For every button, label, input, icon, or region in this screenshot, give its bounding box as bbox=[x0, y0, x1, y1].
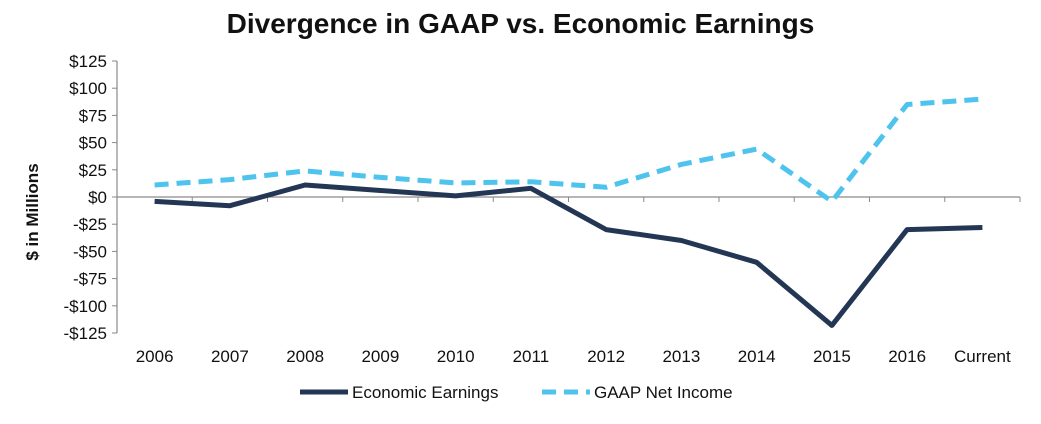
y-tick-label: $25 bbox=[79, 161, 107, 180]
y-tick-label: $75 bbox=[79, 106, 107, 125]
legend-label: Economic Earnings bbox=[352, 383, 498, 402]
y-tick-label: $0 bbox=[88, 188, 107, 207]
y-tick-label: -$75 bbox=[73, 270, 107, 289]
x-tick-label: 2009 bbox=[361, 347, 399, 366]
x-tick-label: 2013 bbox=[662, 347, 700, 366]
series-line-1 bbox=[154, 182, 983, 328]
y-tick-label: $50 bbox=[79, 134, 107, 153]
x-tick-label: 2012 bbox=[587, 347, 625, 366]
y-tick-label: -$125 bbox=[64, 324, 107, 343]
x-tick-label: 2011 bbox=[513, 347, 550, 366]
series-layer bbox=[154, 96, 983, 328]
x-tick-label: 2008 bbox=[286, 347, 324, 366]
x-tick-label: 2016 bbox=[888, 347, 926, 366]
x-tick-label: 2015 bbox=[813, 347, 851, 366]
legend-label: GAAP Net Income bbox=[594, 383, 733, 402]
x-tick-label: 2014 bbox=[738, 347, 776, 366]
series-line-2 bbox=[154, 96, 983, 204]
x-tick-label: 2006 bbox=[136, 347, 174, 366]
legend: Economic Earnings GAAP Net Income bbox=[300, 383, 733, 402]
y-axis: -$125 -$100 -$75 -$50 -$25 $0 $25 $50 $75 $100 $12… bbox=[64, 52, 118, 343]
y-tick-label: -$25 bbox=[73, 215, 107, 234]
y-tick-label: -$50 bbox=[73, 242, 107, 261]
x-tick-label: Current bbox=[954, 347, 1011, 366]
chart-title: Divergence in GAAP vs. Economic Earnings bbox=[226, 8, 815, 39]
x-axis: 2006 2007 2008 2009 2010 2011 2012 2013 2014 2015… bbox=[116, 196, 1021, 366]
y-tick-label: $100 bbox=[69, 79, 107, 98]
x-tick-label: 2007 bbox=[211, 347, 249, 366]
y-axis-label: $ in Millions bbox=[23, 163, 42, 260]
x-tick-label: 2010 bbox=[437, 347, 475, 366]
y-tick-label: -$100 bbox=[64, 297, 107, 316]
y-tick-label: $125 bbox=[69, 52, 107, 71]
